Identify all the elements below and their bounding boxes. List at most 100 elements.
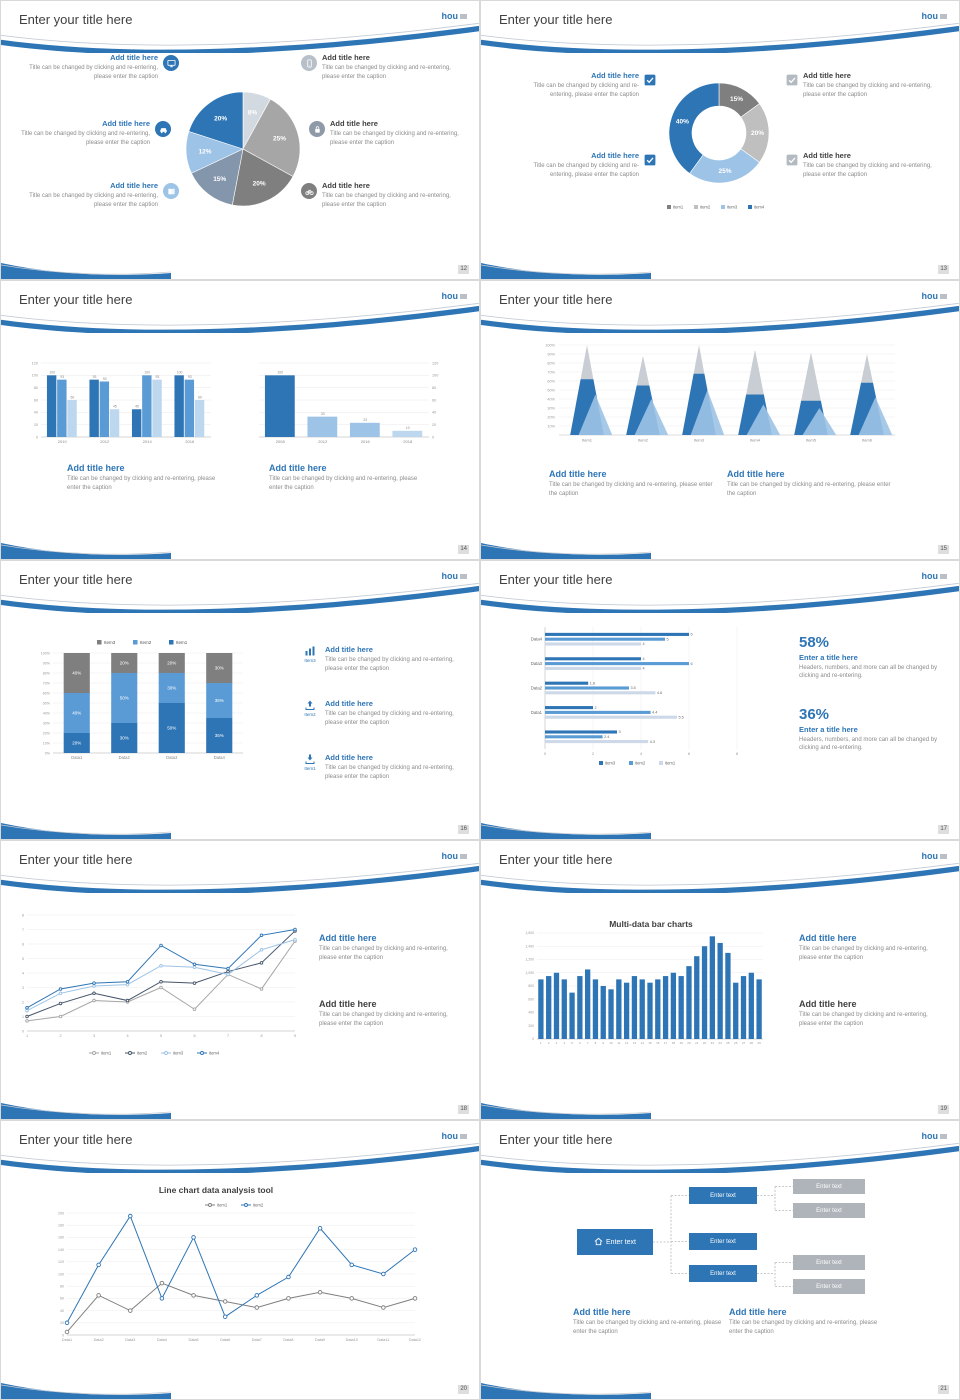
svg-text:Item4: Item4 [750,438,761,443]
svg-text:Data1: Data1 [71,755,83,760]
item-caption: Title can be changed by clicking and re-… [803,163,932,178]
stacked-bar-chart: Item3 Item2 Item1 0% 10% 20% 30% 40% 50% 60% 70% 80… [41,640,243,760]
single-bar-chart: 0 20 40 60 80 100 120 2008 100 2012 33 2016 23 2018 10 [259,361,438,444]
info-item: Add title here Title can be changed by cl… [21,119,171,147]
checkbox-checked-icon [644,153,656,166]
item-title: Add title here [325,645,373,654]
page-number: 21 [938,1385,949,1394]
footer-swoosh-graphic [481,543,651,559]
item-caption: Title can be changed by clicking and re-… [29,65,158,80]
block-caption: Title can be changed by clicking and re-… [727,482,891,497]
lock-icon [309,121,325,137]
header-swoosh-graphic [481,303,959,333]
item-title: Add title here [322,53,370,62]
svg-text:4: 4 [640,751,643,756]
line-chart: item1 item2 0 20 40 60 80 100 120 140 160 180 200 Dat… [58,1203,421,1342]
bicycle-icon [301,183,317,199]
svg-text:item4: item4 [209,1051,220,1056]
info-item: Add title here Title can be changed by cl… [786,151,936,179]
logo: hou [442,11,467,21]
svg-text:7: 7 [22,928,24,932]
svg-text:400: 400 [528,1011,534,1015]
svg-text:180: 180 [58,1224,64,1228]
svg-text:45: 45 [135,405,139,409]
item-caption: Title can be changed by clicking and re-… [29,193,158,208]
svg-text:2: 2 [595,706,597,710]
header-swoosh-graphic [1,863,479,893]
item-title: Add title here [322,181,370,190]
svg-text:35%: 35% [215,733,224,738]
logo-text: hou [921,571,939,581]
svg-text:40: 40 [34,411,38,415]
logo-mark-icon [460,293,467,299]
stat-value: 36% [799,706,830,723]
svg-text:30%: 30% [43,721,51,725]
svg-text:100: 100 [432,374,438,378]
svg-text:Data2: Data2 [94,1338,104,1342]
svg-text:29: 29 [757,1041,761,1045]
svg-text:Data7: Data7 [252,1338,262,1342]
svg-text:100%: 100% [41,651,51,655]
svg-text:60: 60 [34,398,38,402]
svg-text:4: 4 [563,1041,565,1045]
home-icon [594,1237,603,1248]
svg-text:60: 60 [198,395,202,399]
svg-text:2008: 2008 [276,439,286,444]
svg-text:Item1: Item1 [582,438,593,443]
svg-text:50%: 50% [43,701,51,705]
item-caption: Title can be changed by clicking and re-… [325,657,454,672]
text-block: Add title here Title can be changed by c… [319,933,467,962]
svg-text:8: 8 [22,913,24,917]
svg-text:2014: 2014 [143,439,153,444]
block-title: Add title here [799,999,857,1009]
text-block: Add title here Title can be changed by c… [67,463,217,492]
block-caption: Title can be changed by clicking and re-… [319,1012,448,1027]
svg-text:93: 93 [156,375,160,379]
svg-text:93: 93 [188,375,192,379]
svg-text:Data2: Data2 [119,755,131,760]
node-label: Enter text [710,1238,736,1245]
svg-text:9: 9 [602,1041,604,1045]
info-item: Add title here Title can be changed by cl… [786,71,936,99]
svg-text:item1: item1 [101,1051,112,1056]
svg-text:item4: item4 [754,205,765,210]
stat-caption: Headers, numbers, and more can all be ch… [799,664,938,680]
svg-text:20: 20 [34,423,38,427]
text-block: Add title here Title can be changed by c… [729,1307,887,1336]
text-block: Add title here Title can be changed by c… [319,999,467,1028]
svg-text:20: 20 [60,1321,64,1325]
svg-text:100: 100 [49,371,55,375]
logo-text: hou [441,291,459,301]
logo-mark-icon [940,293,947,299]
slide-16: Enter your title here hou Item3 Item2 Item… [0,560,480,840]
svg-text:Data4: Data4 [214,755,226,760]
svg-text:2: 2 [548,1041,550,1045]
svg-text:1.8: 1.8 [590,681,595,685]
phone-icon [301,55,317,71]
svg-text:25: 25 [726,1041,730,1045]
svg-text:Data12: Data12 [409,1338,421,1342]
item-title: Add title here [110,53,158,62]
svg-text:20%: 20% [253,181,266,188]
svg-text:14: 14 [641,1041,645,1045]
svg-text:5: 5 [667,637,669,641]
svg-text:22: 22 [703,1041,707,1045]
monitor-icon [163,55,179,71]
svg-text:Item2: Item2 [638,438,649,443]
svg-text:100%: 100% [545,343,555,347]
upload-icon: Item2 [301,699,319,717]
slide-17: Enter your title here hou 0 2 4 6 8 Data4 6 5 4 D… [480,560,960,840]
svg-text:40%: 40% [547,397,555,401]
svg-text:Item2: Item2 [140,640,152,645]
svg-text:100: 100 [32,374,38,378]
svg-text:4: 4 [643,642,645,646]
logo: hou [442,851,467,861]
footer-swoosh-graphic [1,823,171,839]
slide-title: Enter your title here [499,572,613,587]
svg-text:40: 40 [60,1309,64,1313]
logo-mark-icon [940,573,947,579]
svg-text:item3: item3 [605,761,616,766]
svg-text:90: 90 [103,377,107,381]
item-title: Add title here [325,753,373,762]
footer-swoosh-graphic [1,1103,171,1119]
